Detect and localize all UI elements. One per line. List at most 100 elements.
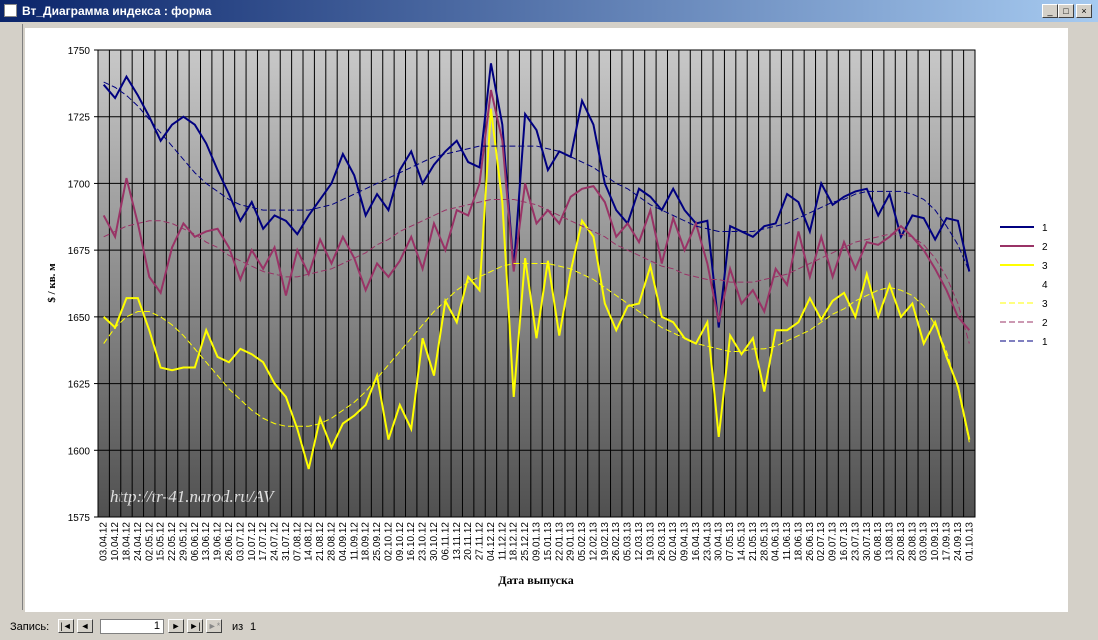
record-box[interactable]: 1	[100, 619, 164, 634]
minimize-button[interactable]: _	[1042, 4, 1058, 18]
x-tick-label: 10.07.12	[247, 522, 258, 561]
status-bar: Запись: |◄ ◄ 1 ► ►| ►* из 1	[0, 616, 1098, 640]
x-tick-label: 04.09.12	[338, 522, 349, 561]
x-tick-label: 25.09.12	[372, 522, 383, 561]
x-tick-label: 09.01.13	[532, 522, 543, 561]
close-button[interactable]: ×	[1076, 4, 1092, 18]
x-tick-label: 12.03.13	[634, 522, 645, 561]
x-tick-label: 07.05.13	[725, 522, 736, 561]
x-tick-label: 20.11.12	[463, 522, 474, 561]
series-line	[103, 262, 970, 443]
x-tick-label: 01.10.13	[964, 522, 975, 561]
x-tick-label: 30.10.12	[429, 522, 440, 561]
y-tick-label: 1625	[68, 380, 91, 391]
x-tick-label: 25.12.12	[520, 522, 531, 561]
x-tick-label: 30.04.13	[714, 522, 725, 561]
x-tick-label: 14.08.12	[304, 522, 315, 561]
x-tick-label: 17.07.12	[258, 522, 269, 561]
x-tick-label: 14.05.13	[737, 522, 748, 561]
y-tick-label: 1750	[68, 46, 91, 57]
record-selector[interactable]	[8, 24, 23, 610]
x-tick-label: 28.08.13	[907, 522, 918, 561]
series-line	[103, 198, 970, 344]
x-tick-label: 23.04.13	[702, 522, 713, 561]
x-tick-label: 06.06.12	[190, 522, 201, 561]
x-tick-label: 26.06.13	[805, 522, 816, 561]
legend-label: 1	[1042, 337, 1048, 348]
record-total: 1	[250, 621, 257, 633]
window-title: Вт_Диаграмма индекса : форма	[22, 4, 212, 18]
record-label: Запись:	[10, 621, 50, 633]
new-record[interactable]: ►*	[206, 619, 222, 633]
x-tick-label: 28.05.13	[759, 522, 770, 561]
series-line	[103, 81, 970, 272]
title-bar: Вт_Диаграмма индекса : форма _ □ ×	[0, 0, 1098, 22]
plot-area	[98, 50, 975, 517]
x-tick-label: 13.06.12	[201, 522, 212, 561]
legend-label: 2	[1042, 242, 1048, 253]
prev-record[interactable]: ◄	[77, 619, 93, 633]
x-tick-label: 16.07.13	[839, 522, 850, 561]
x-tick-label: 20.08.13	[896, 522, 907, 561]
window-icon	[4, 4, 17, 17]
x-tick-label: 09.04.13	[680, 522, 691, 561]
x-tick-label: 27.11.12	[475, 522, 486, 561]
x-tick-label: 26.06.12	[224, 522, 235, 561]
y-tick-label: 1575	[68, 513, 91, 524]
next-record[interactable]: ►	[168, 619, 184, 633]
x-tick-label: 02.05.12	[144, 522, 155, 561]
last-record[interactable]: ►|	[187, 619, 203, 633]
x-tick-label: 05.02.13	[577, 522, 588, 561]
x-tick-label: 21.05.13	[748, 522, 759, 561]
x-tick-label: 30.07.13	[862, 522, 873, 561]
y-tick-label: 1700	[68, 179, 91, 190]
x-tick-label: 13.08.13	[885, 522, 896, 561]
series-line	[102, 63, 971, 328]
x-tick-label: 29.05.12	[178, 522, 189, 561]
y-axis-label: $ / кв. м	[46, 263, 58, 303]
x-tick-label: 03.07.12	[235, 522, 246, 561]
y-tick-label: 1725	[68, 113, 91, 124]
x-tick-label: 22.01.13	[554, 522, 565, 561]
series-line	[103, 108, 971, 470]
x-tick-label: 31.07.12	[281, 522, 292, 561]
x-tick-label: 26.03.13	[657, 522, 668, 561]
x-tick-label: 23.07.13	[850, 522, 861, 561]
maximize-button[interactable]: □	[1058, 4, 1074, 18]
legend-label: 1	[1042, 223, 1048, 234]
x-tick-label: 10.04.12	[110, 522, 121, 561]
x-tick-label: 12.02.13	[588, 522, 599, 561]
series-line	[102, 89, 971, 331]
y-tick-label: 1675	[68, 246, 91, 257]
x-tick-label: 18.04.12	[121, 522, 132, 561]
legend-label: 3	[1042, 299, 1048, 310]
first-record[interactable]: |◄	[58, 619, 74, 633]
x-tick-label: 06.08.13	[873, 522, 884, 561]
x-tick-label: 23.10.12	[418, 522, 429, 561]
x-tick-label: 24.07.12	[270, 522, 281, 561]
x-tick-label: 06.11.12	[440, 522, 451, 561]
x-tick-label: 05.03.13	[623, 522, 634, 561]
x-tick-label: 11.09.12	[349, 522, 360, 561]
x-tick-label: 10.09.13	[930, 522, 941, 561]
x-axis-label: Дата выпуска	[498, 573, 573, 587]
record-of: из	[232, 621, 244, 633]
x-tick-label: 11.06.13	[782, 522, 793, 561]
x-tick-label: 19.03.13	[645, 522, 656, 561]
x-tick-label: 03.09.13	[919, 522, 930, 561]
x-tick-label: 13.11.12	[452, 522, 463, 561]
x-tick-label: 16.10.12	[406, 522, 417, 561]
x-tick-label: 22.05.12	[167, 522, 178, 561]
x-tick-label: 19.06.12	[213, 522, 224, 561]
x-tick-label: 02.07.13	[816, 522, 827, 561]
watermark: http://tr-41.narod.ru/AV	[110, 487, 276, 506]
x-tick-label: 17.09.13	[942, 522, 953, 561]
x-tick-label: 15.01.13	[543, 522, 554, 561]
x-tick-label: 02.10.12	[383, 522, 394, 561]
legend-label: 2	[1042, 318, 1048, 329]
x-tick-label: 09.07.13	[828, 522, 839, 561]
x-tick-label: 04.06.13	[771, 522, 782, 561]
x-tick-label: 26.02.13	[611, 522, 622, 561]
